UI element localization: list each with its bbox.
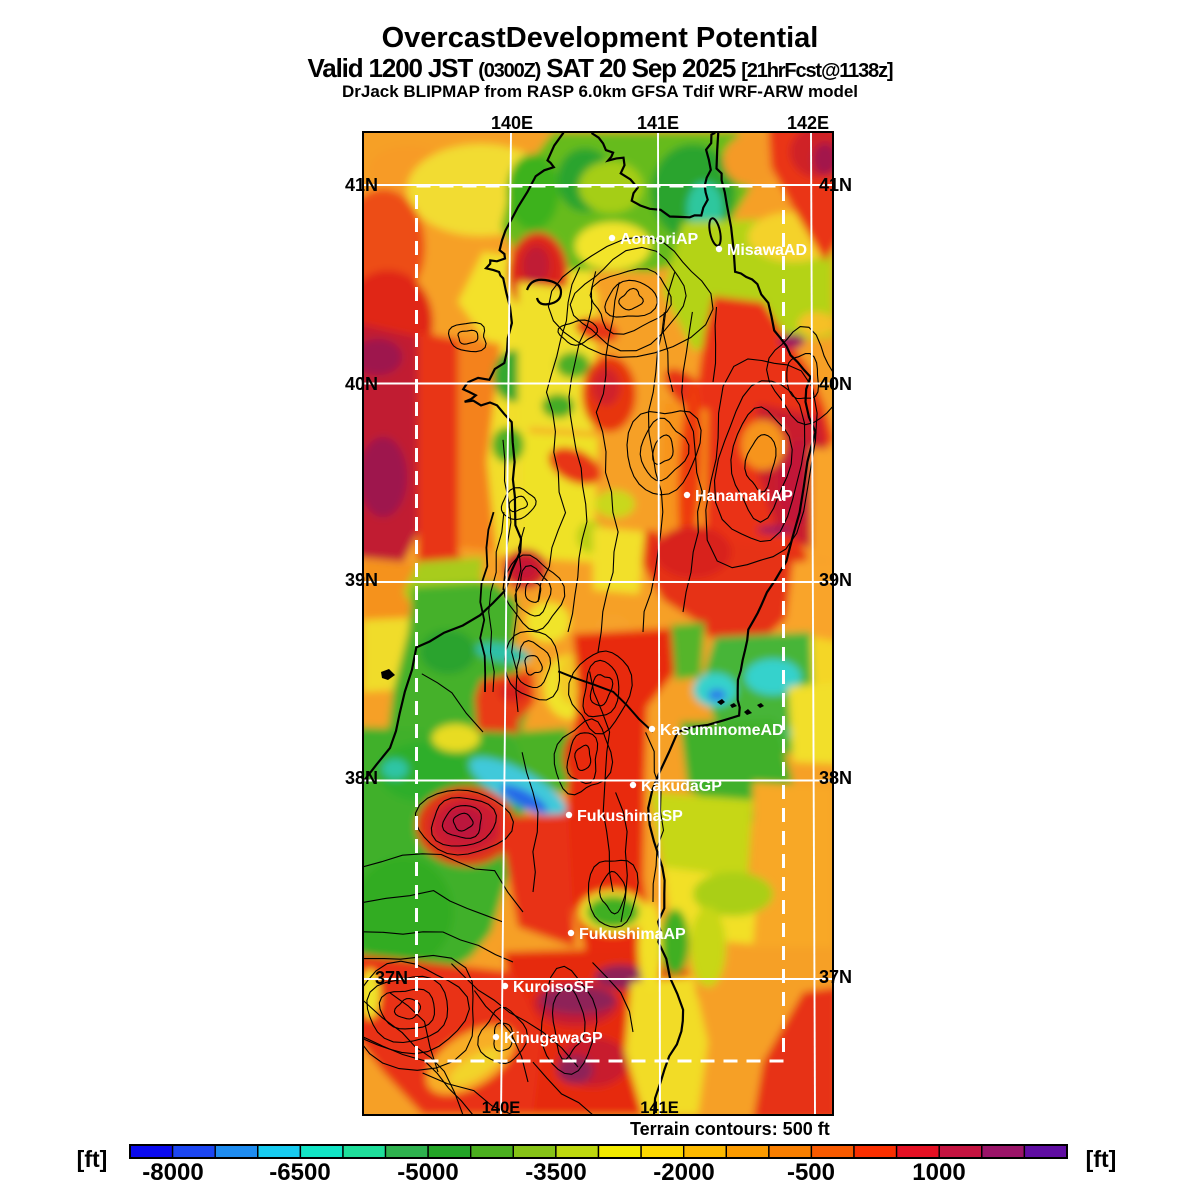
svg-text:OvercastDevelopment Potential: OvercastDevelopment Potential: [382, 22, 819, 54]
svg-text:Valid 1200 JST (0300Z) SAT 20: Valid 1200 JST (0300Z) SAT 20 Sep 2025 […: [308, 53, 893, 83]
svg-text:140E: 140E: [482, 1099, 521, 1117]
svg-text:38N: 38N: [819, 768, 852, 788]
svg-text:141E: 141E: [637, 113, 679, 133]
svg-text:Terrain contours: 500 ft: Terrain contours: 500 ft: [630, 1119, 830, 1139]
svg-text:1000: 1000: [912, 1159, 965, 1186]
svg-text:-3500: -3500: [525, 1159, 586, 1186]
svg-text:142E: 142E: [787, 113, 829, 133]
svg-text:-8000: -8000: [142, 1159, 203, 1186]
svg-text:37N: 37N: [819, 967, 852, 987]
svg-text:KuroisoSF: KuroisoSF: [513, 979, 594, 996]
svg-text:38N: 38N: [345, 768, 378, 788]
svg-text:141E: 141E: [640, 1099, 679, 1117]
svg-text:[ft]: [ft]: [1086, 1146, 1117, 1172]
svg-text:AomoriAP: AomoriAP: [620, 231, 699, 248]
svg-text:KakudaGP: KakudaGP: [641, 778, 722, 795]
svg-text:39N: 39N: [345, 570, 378, 590]
svg-text:41N: 41N: [345, 175, 378, 195]
svg-text:-2000: -2000: [653, 1159, 714, 1186]
svg-text:DrJack BLIPMAP from RASP 6.0km: DrJack BLIPMAP from RASP 6.0km GFSA Tdif…: [342, 82, 858, 101]
svg-text:HanamakiAP: HanamakiAP: [695, 488, 793, 505]
svg-text:MisawaAD: MisawaAD: [727, 242, 807, 259]
svg-text:FukushimaAP: FukushimaAP: [579, 926, 686, 943]
svg-text:KinugawaGP: KinugawaGP: [504, 1030, 603, 1047]
svg-text:40N: 40N: [345, 374, 378, 394]
svg-text:39N: 39N: [819, 570, 852, 590]
svg-text:-500: -500: [787, 1159, 835, 1186]
svg-text:40N: 40N: [819, 374, 852, 394]
svg-text:FukushimaSP: FukushimaSP: [577, 808, 683, 825]
svg-text:140E: 140E: [491, 113, 533, 133]
svg-text:KasuminomeAD: KasuminomeAD: [660, 722, 784, 739]
svg-text:-5000: -5000: [397, 1159, 458, 1186]
svg-text:41N: 41N: [819, 175, 852, 195]
svg-text:-6500: -6500: [269, 1159, 330, 1186]
svg-text:37N: 37N: [375, 968, 408, 988]
svg-text:[ft]: [ft]: [77, 1146, 108, 1172]
